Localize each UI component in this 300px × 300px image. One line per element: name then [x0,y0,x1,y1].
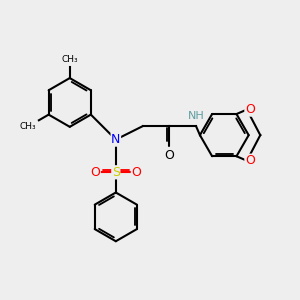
Text: N: N [111,133,121,146]
Text: NH: NH [188,111,204,121]
Text: S: S [112,166,120,179]
Text: CH₃: CH₃ [20,122,37,131]
Text: O: O [164,149,174,162]
Text: O: O [245,154,255,167]
Text: O: O [131,166,141,179]
Text: O: O [245,103,255,116]
Text: CH₃: CH₃ [61,56,78,64]
Text: O: O [90,166,100,179]
